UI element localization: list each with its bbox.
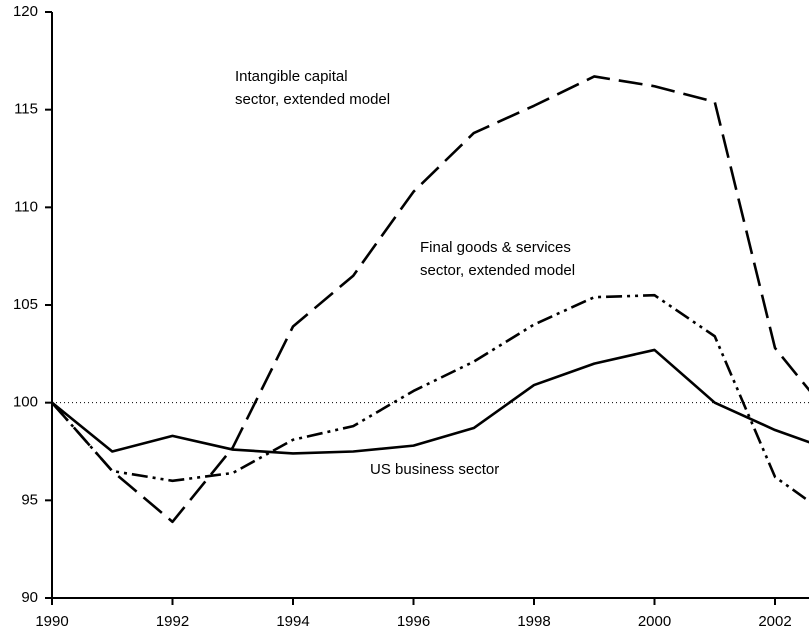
- series-label: US business sector: [370, 461, 499, 478]
- x-tick-label: 1990: [35, 613, 68, 630]
- x-tick-label: 1992: [156, 613, 189, 630]
- plot-area: 90 95 100 105 110 115 120 1990 1992 1994 1996 1998 2…: [13, 3, 809, 630]
- series-label: sector, extended model: [420, 262, 575, 279]
- y-tick-label: 105: [13, 296, 38, 313]
- series-line: [51, 75, 809, 524]
- x-tick-label: 2000: [638, 613, 671, 630]
- x-tick-label: 1996: [397, 613, 430, 630]
- series-line: [51, 348, 809, 455]
- x-tick-label: 1994: [276, 613, 309, 630]
- y-tick-label: 95: [21, 491, 38, 508]
- series-line: [51, 293, 809, 503]
- y-tick-label: 90: [21, 589, 38, 606]
- y-tick-label: 110: [14, 198, 38, 215]
- series-label: Intangible capital: [235, 68, 348, 85]
- y-tick-label: 100: [13, 394, 38, 411]
- y-tick-label: 120: [13, 3, 38, 20]
- x-tick-label: 2002: [758, 613, 791, 630]
- x-tick-label: 1998: [517, 613, 550, 630]
- series-label: Final goods & services: [420, 239, 571, 256]
- series-label: sector, extended model: [235, 91, 390, 108]
- y-tick-label: 115: [14, 101, 38, 118]
